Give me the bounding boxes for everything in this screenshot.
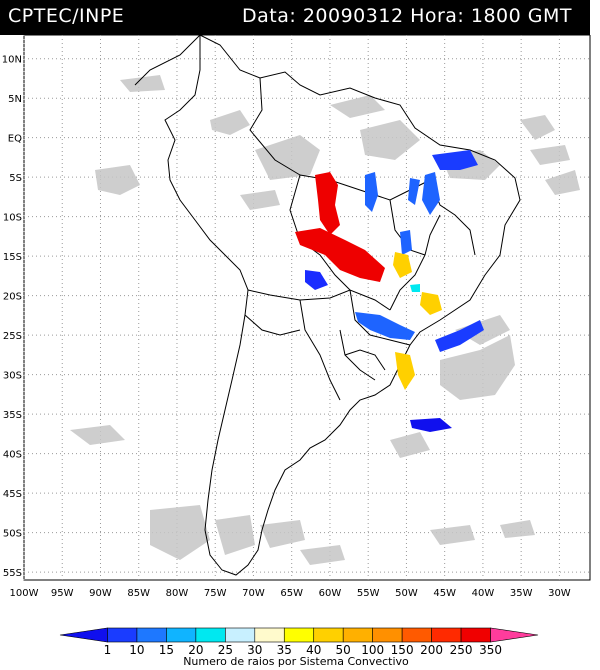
lightning-map: 10N5NEQ5S10S15S20S25S30S35S40S45S50S55S … <box>2 35 591 599</box>
legend-label: 50 <box>336 643 351 657</box>
legend-label: 200 <box>420 643 443 657</box>
legend-label: 1 <box>104 643 112 657</box>
map-frame <box>23 35 591 581</box>
legend-swatch <box>166 627 197 643</box>
latitude-tick-label: EQ <box>8 134 22 145</box>
longitude-tick-label: 50W <box>395 588 418 599</box>
legend-swatch <box>372 627 403 643</box>
legend-swatch <box>59 627 108 643</box>
legend-label: 250 <box>450 643 473 657</box>
legend-label: 40 <box>306 643 321 657</box>
latitude-tick-label: 35S <box>3 410 22 421</box>
latitude-tick-label: 55S <box>3 568 22 579</box>
legend-label: 10 <box>129 643 144 657</box>
latitude-tick-label: 45S <box>3 489 22 500</box>
longitude-tick-label: 95W <box>51 588 74 599</box>
longitude-tick-label: 60W <box>319 588 342 599</box>
legend-label: 25 <box>218 643 233 657</box>
legend-label: 150 <box>391 643 414 657</box>
latitude-tick-label: 50S <box>3 529 22 540</box>
latitude-tick-label: 10S <box>3 213 22 224</box>
latitude-tick-label: 25S <box>3 331 22 342</box>
legend-swatch <box>136 627 167 643</box>
legend-labels: 1 10 15 20 25 30 35 40 50 100 150 200 250 350 <box>104 643 502 657</box>
longitude-tick-label: 90W <box>89 588 112 599</box>
legend-swatch <box>431 627 462 643</box>
latitude-tick-label: 20S <box>3 292 22 303</box>
legend-title: Numero de raios por Sistema Convectivo <box>183 655 409 668</box>
convective-systems <box>295 150 484 432</box>
legend-swatch <box>225 627 256 643</box>
longitude-tick-label: 75W <box>204 588 227 599</box>
longitude-tick-label: 55W <box>357 588 380 599</box>
legend-swatch <box>283 627 315 643</box>
legend-swatch <box>313 627 344 643</box>
latitude-tick-label: 5N <box>8 94 22 105</box>
longitude-tick-label: 65W <box>280 588 303 599</box>
legend-label: 20 <box>188 643 203 657</box>
legend-swatch <box>460 627 491 643</box>
longitude-labels: 100W 95W 90W 85W 80W 75W 70W 65W 60W 55W 50W 45W 40W… <box>10 588 571 599</box>
longitude-tick-label: 40W <box>472 588 495 599</box>
longitude-tick-label: 80W <box>166 588 189 599</box>
longitude-tick-label: 85W <box>127 588 150 599</box>
longitude-tick-label: 30W <box>548 588 571 599</box>
legend-swatch <box>490 627 539 643</box>
legend-swatch <box>401 627 432 643</box>
legend-color-bar <box>59 627 539 643</box>
latitude-tick-label: 40S <box>3 450 22 461</box>
title-bar: CPTEC/INPE Data: 20090312 Hora: 1800 GMT <box>0 0 590 35</box>
lightning-count-legend: 1 10 15 20 25 30 35 40 50 100 150 200 250 350 Numero … <box>59 627 539 668</box>
longitude-tick-label: 100W <box>10 588 39 599</box>
graticule <box>23 35 590 580</box>
latitude-tick-label: 10N <box>2 55 22 66</box>
date-time-label: Data: 20090312 Hora: 1800 GMT <box>242 5 572 27</box>
longitude-tick-label: 70W <box>242 588 265 599</box>
latitude-tick-label: 15S <box>3 252 22 263</box>
longitude-tick-label: 45W <box>433 588 456 599</box>
legend-swatch <box>195 627 226 643</box>
organization-label: CPTEC/INPE <box>8 5 125 27</box>
legend-swatch <box>107 627 138 643</box>
legend-label: 30 <box>247 643 262 657</box>
legend-label: 15 <box>159 643 174 657</box>
legend-swatch <box>342 627 373 643</box>
legend-swatch <box>254 627 285 643</box>
legend-label: 35 <box>277 643 292 657</box>
latitude-tick-label: 30S <box>3 371 22 382</box>
latitude-tick-label: 5S <box>9 173 22 184</box>
longitude-tick-label: 35W <box>510 588 533 599</box>
legend-label: 350 <box>479 643 502 657</box>
legend-label: 100 <box>361 643 384 657</box>
latitude-labels: 10N 5N EQ 5S 10S 15S 20S 25S 30S 35S 40S 45S 50S 55S <box>2 55 22 579</box>
